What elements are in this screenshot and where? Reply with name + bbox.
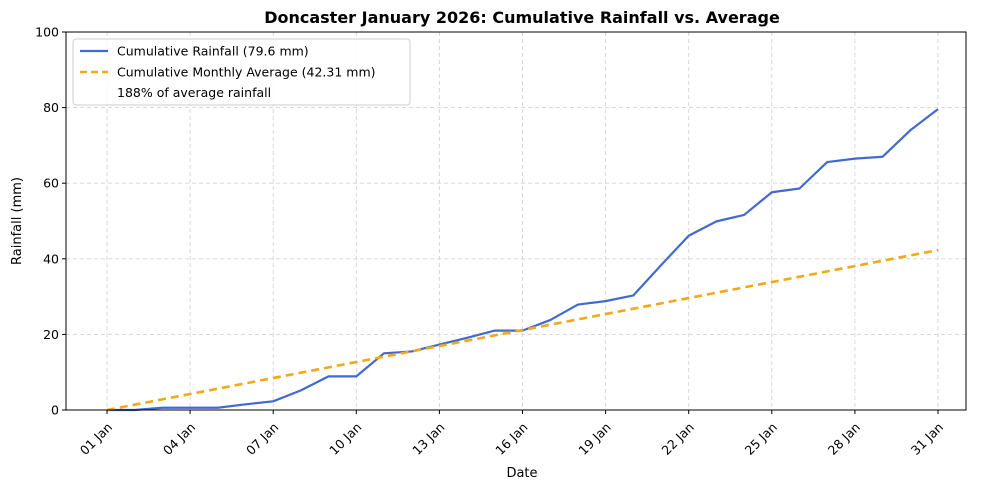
y-tick-label: 80 bbox=[43, 100, 59, 115]
y-tick-label: 100 bbox=[35, 25, 59, 40]
y-axis-label: Rainfall (mm) bbox=[10, 177, 25, 265]
legend-label-average: Cumulative Monthly Average (42.31 mm) bbox=[117, 65, 376, 80]
legend-label-rainfall: Cumulative Rainfall (79.6 mm) bbox=[117, 44, 309, 59]
plot-frame bbox=[65, 31, 967, 411]
y-tick-label: 0 bbox=[51, 403, 59, 418]
y-tick-label: 20 bbox=[43, 327, 59, 342]
legend-note: 188% of average rainfall bbox=[117, 85, 271, 100]
x-axis-label: Date bbox=[506, 466, 537, 481]
legend-box bbox=[72, 38, 411, 106]
series-line-monthly-average bbox=[106, 248, 939, 412]
legend: Cumulative Rainfall (79.6 mm) Cumulative… bbox=[72, 38, 411, 106]
y-tick-label: 60 bbox=[43, 176, 59, 191]
y-tick-label: 40 bbox=[43, 251, 59, 266]
chart-title: Doncaster January 2026: Cumulative Rainf… bbox=[264, 8, 780, 27]
